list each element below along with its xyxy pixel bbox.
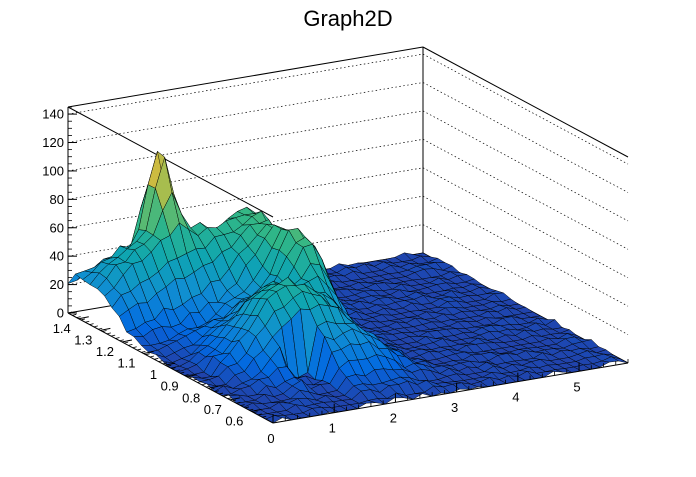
y-tick-label: 1	[150, 367, 157, 382]
y-minor-tick	[124, 341, 129, 344]
surface-cell	[611, 356, 629, 364]
y-tick-label: 1.4	[53, 321, 71, 336]
x-axis: 0 1 2 3 4 5	[267, 359, 629, 446]
y-minor-tick	[244, 406, 250, 409]
y-tick-label: 0.9	[161, 379, 179, 394]
y-minor-tick	[193, 378, 198, 381]
y-minor-tick	[115, 337, 120, 339]
y-minor-tick	[93, 325, 98, 328]
y-minor-tick	[162, 362, 168, 365]
y-tick	[208, 385, 219, 389]
y-minor-tick	[201, 383, 206, 386]
x-tick-label: 4	[512, 390, 519, 405]
y-minor-tick	[249, 408, 254, 411]
y-tick-label: 1.2	[96, 344, 114, 359]
x-tick-label: 2	[390, 410, 397, 425]
y-tick-label: 1.1	[117, 356, 135, 371]
y-minor-tick	[102, 330, 107, 332]
z-axis: 0 20 40 60 80 100 120 140	[42, 106, 77, 321]
y-tick	[78, 316, 89, 320]
y-tick	[100, 327, 111, 331]
y-minor-tick	[214, 390, 219, 393]
y-minor-tick	[184, 374, 189, 376]
y-tick	[251, 408, 262, 412]
y-minor-tick	[236, 401, 241, 404]
x-tick-label: 0	[267, 431, 274, 446]
box-edge	[67, 312, 274, 424]
box-edge	[422, 46, 629, 158]
y-minor-tick	[188, 376, 193, 379]
y-tick-label: 0.8	[182, 390, 200, 405]
grid-line	[67, 82, 629, 193]
box-edge	[272, 362, 629, 424]
grid-line	[67, 53, 629, 165]
box-edge	[67, 46, 424, 108]
z-tick-label: 80	[50, 192, 64, 207]
y-minor-tick	[76, 316, 81, 319]
y-tick-label: 1.3	[74, 332, 92, 347]
y-tick	[121, 339, 133, 343]
y-minor-tick	[128, 344, 133, 346]
y-minor-tick	[218, 392, 224, 395]
z-tick-label: 60	[50, 220, 64, 235]
y-minor-tick	[167, 364, 172, 367]
y-minor-tick	[240, 404, 245, 407]
y-minor-tick	[154, 357, 159, 360]
chart-title: Graph2D	[303, 6, 393, 31]
surface-mesh	[67, 150, 629, 424]
y-minor-tick	[197, 381, 202, 383]
grid-line	[67, 138, 629, 250]
z-tick-label: 40	[50, 249, 64, 264]
y-minor-tick	[85, 320, 90, 323]
y-minor-tick	[98, 327, 103, 330]
y-tick-label: 0.6	[225, 413, 243, 428]
y-minor-tick	[171, 367, 176, 369]
front-frame	[67, 312, 629, 424]
y-tick-label: 0.7	[204, 402, 222, 417]
y-minor-tick	[106, 332, 111, 335]
y-minor-tick	[141, 350, 146, 353]
y-minor-tick	[253, 411, 258, 413]
z-tick-label: 100	[42, 163, 64, 178]
y-axis: 0.60.7 0.80.9 1 1.11.2 1.31.4	[53, 311, 267, 428]
x-tick-label: 3	[451, 400, 458, 415]
y-minor-tick	[227, 397, 232, 400]
z-tick-label: 120	[42, 135, 64, 150]
y-minor-tick	[257, 413, 262, 416]
y-minor-tick	[210, 388, 215, 390]
y-tick	[165, 362, 176, 366]
z-tick-label: 0	[57, 306, 64, 321]
grid-line	[67, 167, 629, 279]
y-minor-tick	[80, 318, 86, 321]
y-tick	[143, 351, 154, 355]
y-minor-tick	[175, 369, 180, 372]
z-tick-label: 140	[42, 107, 64, 122]
y-minor-tick	[89, 323, 94, 325]
y-minor-tick	[145, 353, 150, 356]
y-minor-tick	[136, 348, 142, 351]
y-minor-tick	[111, 334, 116, 337]
y-minor-tick	[262, 415, 267, 418]
grid-line	[67, 110, 629, 222]
y-minor-tick	[132, 346, 137, 349]
y-minor-tick	[72, 313, 77, 316]
y-minor-tick	[206, 385, 211, 388]
y-tick	[186, 374, 197, 378]
x-tick-label: 1	[329, 421, 336, 436]
y-minor-tick	[119, 339, 124, 342]
y-minor-tick	[231, 399, 237, 402]
y-tick	[229, 397, 240, 401]
y-minor-tick	[149, 355, 155, 358]
y-minor-tick	[223, 394, 228, 397]
y-minor-tick	[180, 371, 185, 374]
y-minor-tick	[158, 360, 163, 363]
z-tick-label: 20	[50, 277, 64, 292]
x-tick-label: 5	[573, 379, 580, 394]
